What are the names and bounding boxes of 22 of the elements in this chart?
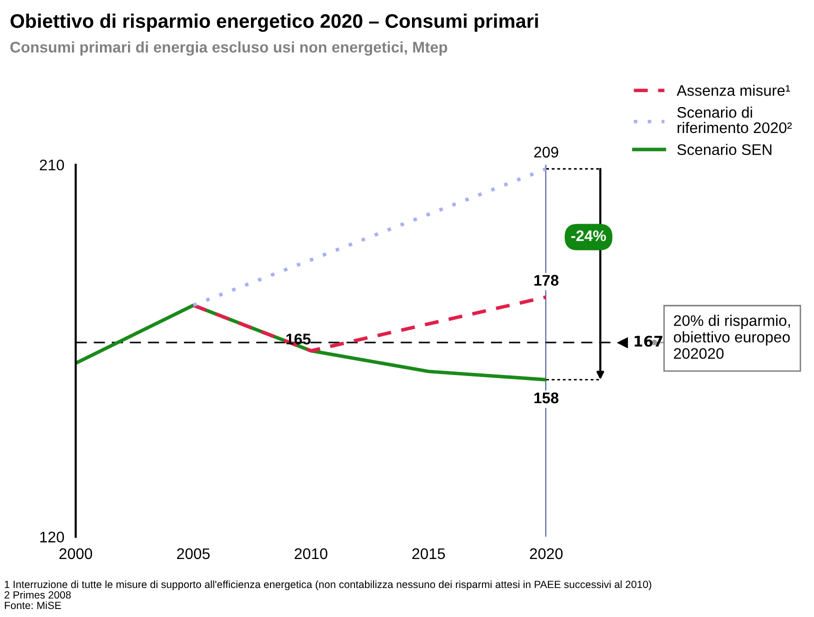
x-tick-label: 2000 [59, 548, 92, 560]
text: 20% di risparmio, obiettivo europeo 202020 [674, 314, 790, 359]
text: 2 Primes 2008 [4, 590, 71, 599]
y-tick-label: 120 [40, 532, 64, 542]
y-tick-label: 210 [40, 160, 64, 170]
x-tick-label: 2020 [530, 548, 563, 560]
text: 1 Interruzione di tutte le misure di supporto all'efficienza energetica (non contabilizza nessuno dei risparmi attesi in PAEE successivi al 2010) [4, 580, 652, 590]
data-label: 178 [534, 274, 558, 286]
chart-subtitle: Consumi primari di energia escluso usi non energetici, Mtep [10, 41, 448, 56]
source-note: Fonte: MiSE [4, 601, 61, 610]
data-label: 158 [534, 392, 558, 404]
data-label: 209 [534, 146, 558, 158]
ref-line-label: ◀ 167 [616, 336, 662, 348]
x-tick-label: 2005 [177, 548, 210, 560]
x-tick-label: 2015 [412, 548, 445, 560]
legend-label: Assenza misure¹ [676, 84, 790, 96]
data-label: 165 [286, 334, 311, 344]
x-tick-label: 2010 [294, 548, 328, 560]
legend-label: Scenario di riferimento 2020² [677, 106, 792, 134]
legend-label: Scenario SEN [677, 144, 772, 156]
text: -24% [571, 230, 606, 242]
chart-title: Obiettivo di risparmio energetico 2020 – Consumi primari [10, 14, 538, 32]
